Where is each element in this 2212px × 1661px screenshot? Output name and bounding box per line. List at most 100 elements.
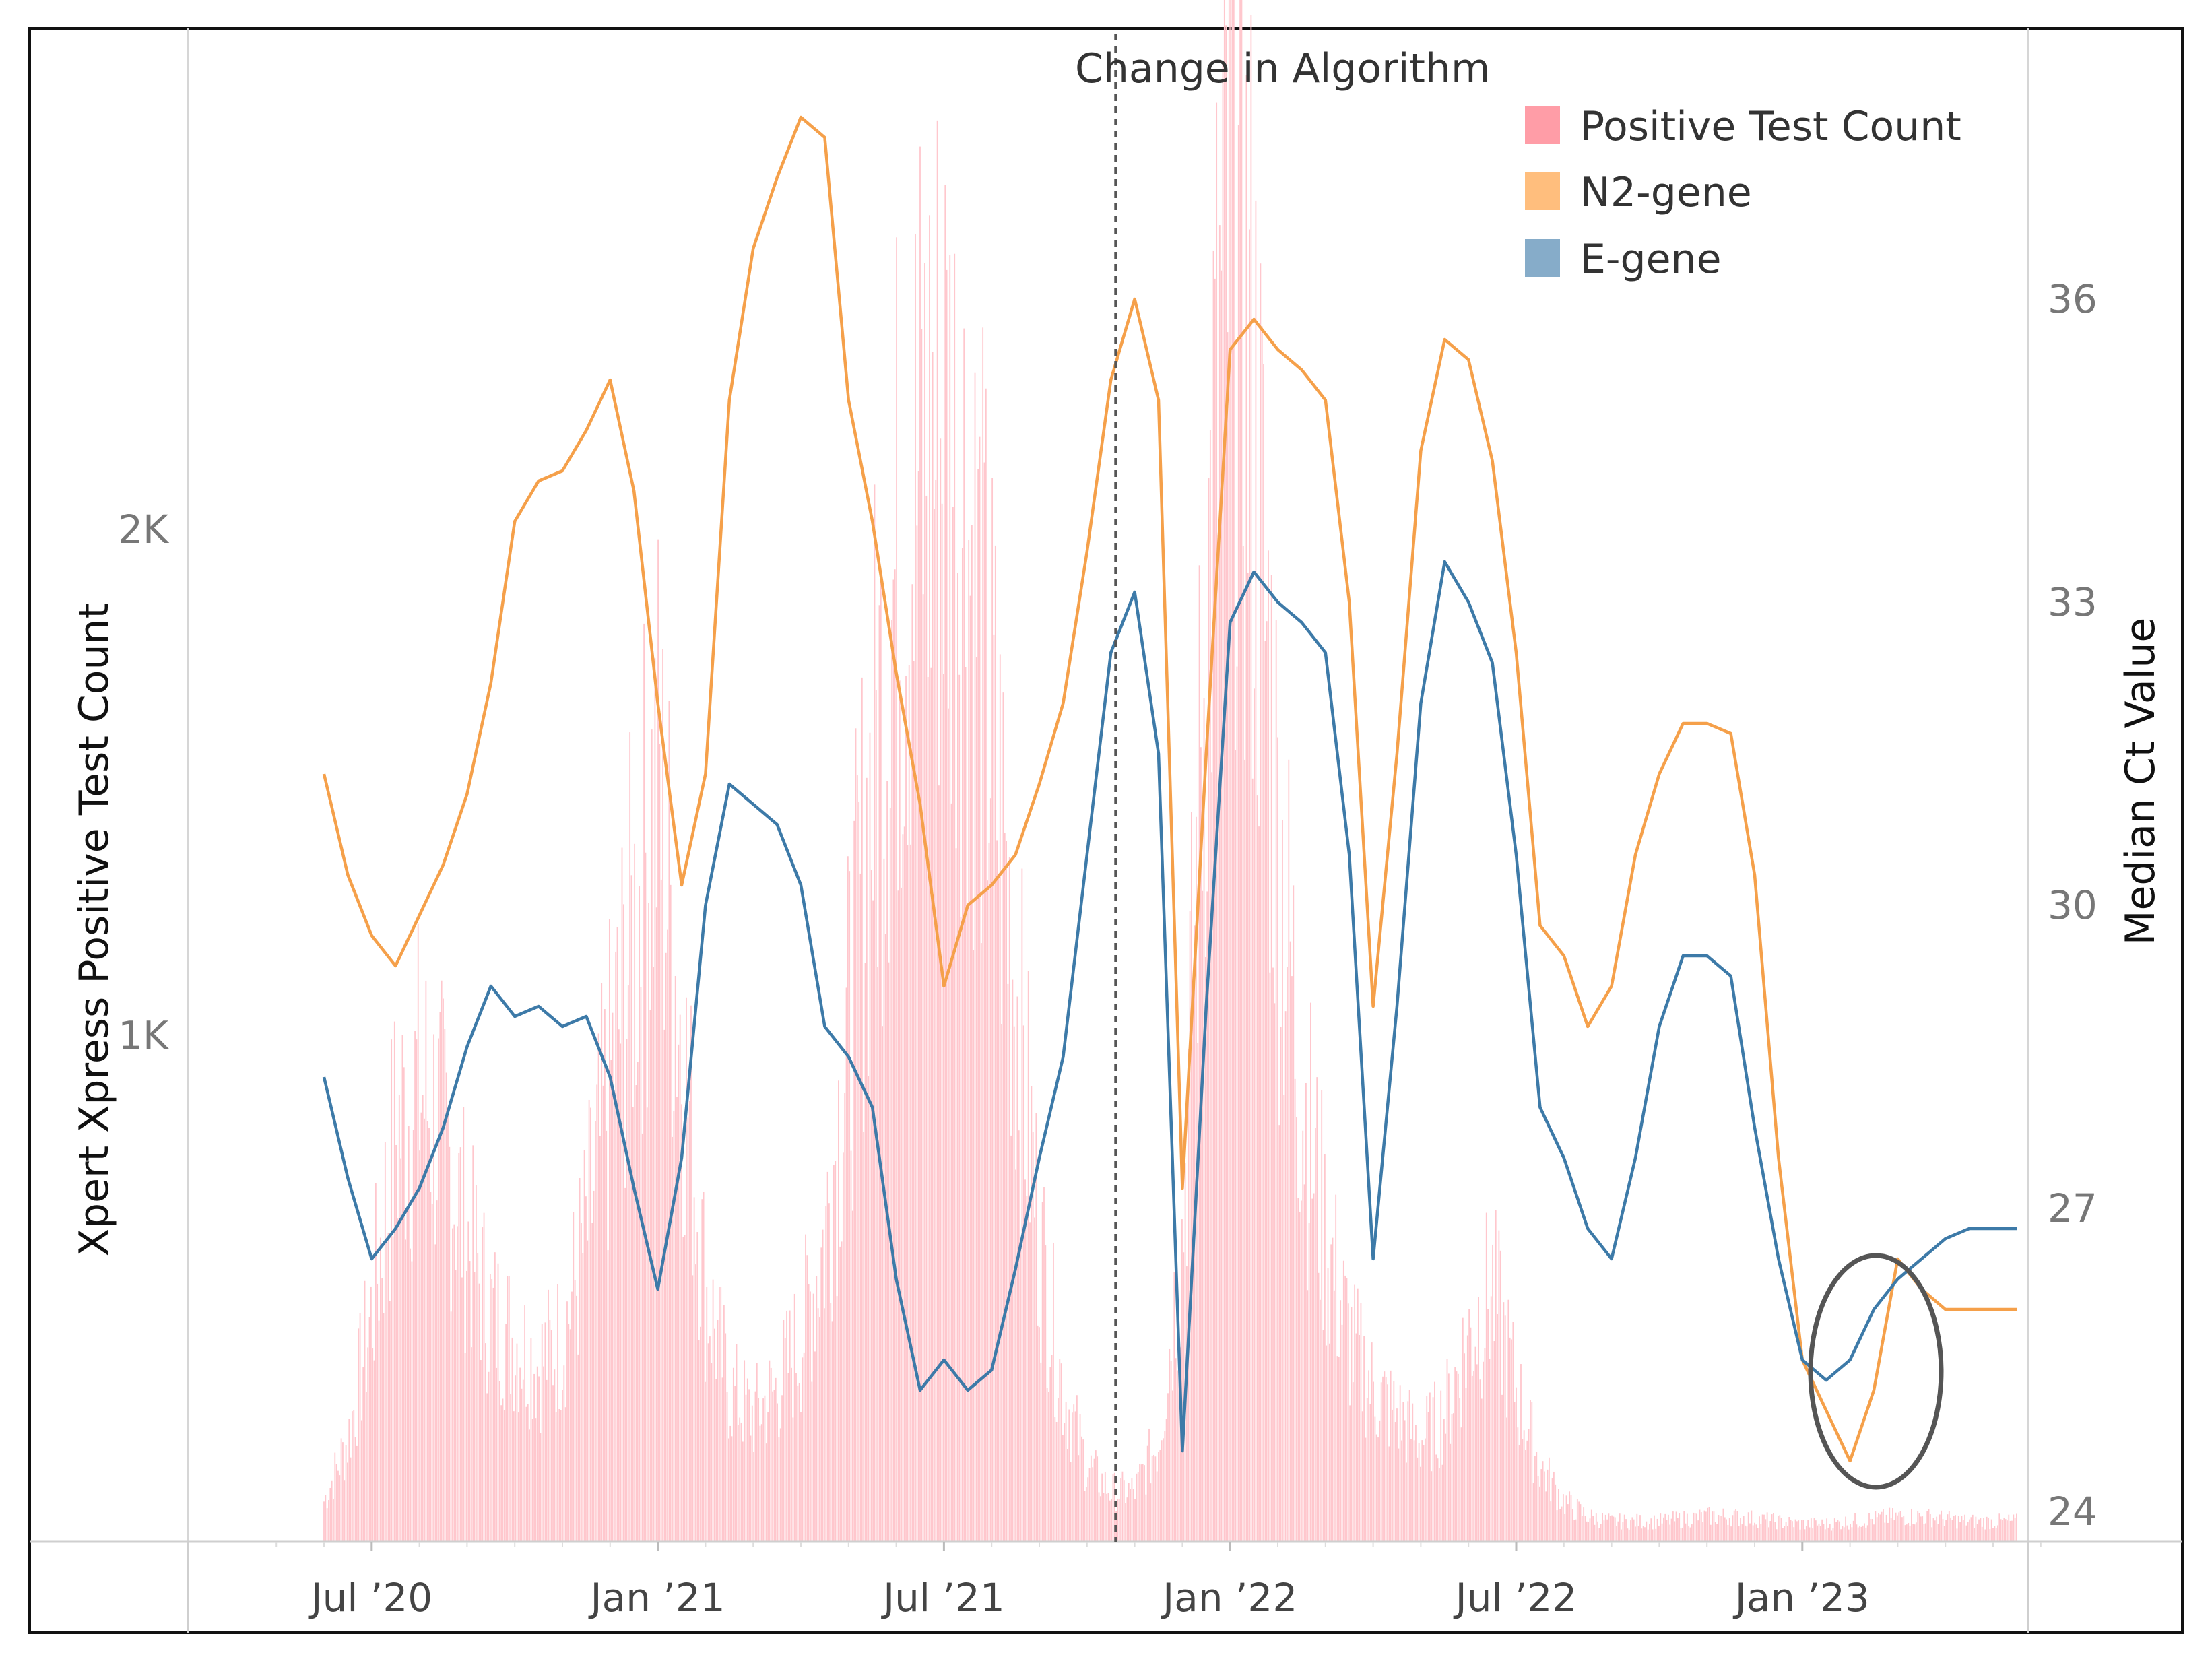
positive-test-bar xyxy=(814,1351,816,1542)
positive-test-bar xyxy=(554,1369,556,1542)
positive-test-bar xyxy=(1189,911,1191,1542)
positive-test-bar xyxy=(698,1340,700,1542)
positive-test-bar xyxy=(564,1407,566,1542)
right-tick-label: 33 xyxy=(2048,579,2097,625)
positive-test-bar xyxy=(392,1236,394,1542)
positive-test-bar xyxy=(1889,1507,1891,1542)
positive-test-bar xyxy=(1090,1455,1092,1542)
positive-test-bar xyxy=(690,1005,692,1542)
positive-test-bar xyxy=(1765,1519,1767,1542)
positive-test-bar xyxy=(610,1060,612,1542)
positive-test-bar xyxy=(356,1445,358,1542)
positive-test-bar xyxy=(859,873,861,1542)
positive-test-bar xyxy=(1833,1518,1835,1542)
positive-test-bar xyxy=(734,1386,736,1542)
positive-test-bar xyxy=(1137,1472,1139,1542)
positive-test-bar xyxy=(1200,747,1202,1542)
positive-test-bar xyxy=(1897,1515,1898,1542)
positive-test-bar xyxy=(1466,1335,1468,1542)
positive-test-bar xyxy=(711,1363,713,1542)
positive-test-bar xyxy=(445,1072,447,1542)
positive-test-bar xyxy=(1846,1525,1848,1542)
positive-test-bar xyxy=(874,484,876,1542)
positive-test-bar xyxy=(1218,225,1221,1542)
positive-test-bar xyxy=(1755,1524,1757,1542)
positive-test-bar xyxy=(1088,1468,1091,1542)
positive-test-bar xyxy=(391,1039,393,1542)
positive-test-bar xyxy=(1590,1509,1592,1542)
positive-test-bar xyxy=(1573,1520,1575,1542)
positive-test-bar xyxy=(1633,1519,1635,1542)
positive-test-bar xyxy=(1184,1163,1186,1542)
positive-test-bar xyxy=(1917,1511,1919,1542)
positive-test-bar xyxy=(428,1128,430,1542)
positive-test-bar xyxy=(1884,1522,1886,1542)
positive-test-bar xyxy=(1567,1504,1569,1542)
positive-test-bar xyxy=(1404,1420,1406,1542)
positive-test-bar xyxy=(335,1464,337,1542)
positive-test-bar xyxy=(577,1354,579,1542)
positive-test-bar xyxy=(472,1145,474,1542)
positive-test-bar xyxy=(573,1212,575,1542)
positive-test-bar xyxy=(1363,1336,1365,1542)
positive-test-bar xyxy=(828,1203,830,1542)
positive-test-bar xyxy=(1144,1465,1145,1542)
positive-test-bar xyxy=(1095,1450,1097,1542)
positive-test-bar xyxy=(1586,1521,1588,1542)
positive-test-bar xyxy=(1609,1516,1611,1542)
positive-test-bar xyxy=(663,1029,665,1542)
positive-test-bar xyxy=(540,1433,542,1542)
positive-test-bar xyxy=(820,1247,822,1542)
positive-test-bar xyxy=(1576,1499,1578,1542)
positive-test-bar xyxy=(943,674,944,1542)
positive-test-bar xyxy=(597,1033,599,1542)
positive-test-bar xyxy=(1479,1379,1481,1542)
positive-test-bar xyxy=(1819,1526,1821,1542)
positive-test-bar xyxy=(362,1367,364,1542)
positive-test-bar xyxy=(836,1296,838,1542)
positive-test-bar xyxy=(1923,1524,1925,1542)
positive-test-bar xyxy=(1489,1359,1491,1542)
positive-test-bar xyxy=(960,917,962,1542)
positive-test-bar xyxy=(640,987,642,1542)
positive-test-bar xyxy=(1747,1512,1749,1542)
positive-test-bar xyxy=(612,1012,614,1542)
positive-test-bar xyxy=(416,1039,418,1542)
positive-test-bar xyxy=(1254,688,1255,1542)
positive-test-bar xyxy=(1148,1428,1150,1542)
positive-test-bar xyxy=(1423,1445,1425,1542)
positive-test-bar xyxy=(1161,1440,1163,1542)
positive-test-bar xyxy=(678,1044,680,1542)
positive-test-bar xyxy=(1931,1527,1933,1542)
positive-test-bar xyxy=(461,1277,463,1542)
positive-test-bar xyxy=(1266,621,1268,1542)
positive-test-bar xyxy=(1169,1348,1171,1542)
positive-test-bar xyxy=(566,1301,568,1542)
positive-test-bar xyxy=(1156,1471,1158,1542)
positive-test-bar xyxy=(1421,1440,1423,1542)
positive-test-bar xyxy=(1287,967,1288,1542)
positive-test-bar xyxy=(1459,1398,1461,1542)
positive-test-bar xyxy=(1278,1125,1280,1542)
positive-test-bar xyxy=(1245,75,1247,1542)
positive-test-bar xyxy=(740,1422,742,1542)
positive-test-bar xyxy=(1661,1523,1663,1542)
positive-test-bar xyxy=(1165,1419,1167,1542)
positive-test-bar xyxy=(1465,1388,1467,1542)
positive-test-bar xyxy=(720,1287,722,1542)
positive-test-bar xyxy=(1296,1117,1297,1542)
positive-test-bar xyxy=(1784,1526,1786,1542)
positive-test-bar xyxy=(505,1324,507,1542)
positive-test-bar xyxy=(1955,1515,1957,1542)
positive-test-bar xyxy=(541,1324,543,1542)
positive-test-bar xyxy=(1214,278,1216,1542)
positive-test-bar xyxy=(1829,1524,1831,1542)
positive-test-bar xyxy=(375,1183,377,1542)
positive-test-bar xyxy=(1679,1513,1681,1542)
positive-test-bar xyxy=(1073,1404,1075,1542)
positive-test-bar xyxy=(599,1136,601,1542)
positive-test-bar xyxy=(797,1385,799,1542)
positive-test-bar xyxy=(845,987,847,1542)
positive-test-bar xyxy=(629,732,631,1542)
positive-test-bar xyxy=(325,1495,327,1542)
